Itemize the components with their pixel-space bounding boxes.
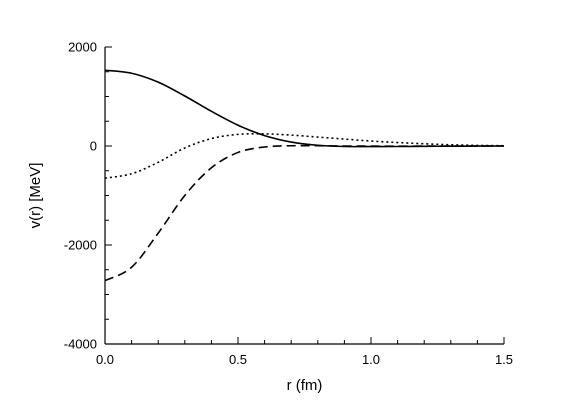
y-tick-label: 0 — [90, 139, 97, 154]
y-tick-label: -4000 — [64, 337, 97, 352]
y-tick-label: 2000 — [68, 40, 97, 55]
series-line-dashed — [104, 144, 505, 282]
y-axis-label: v(r) [MeV] — [27, 163, 44, 229]
axes: -4000 -2000 0 2000 0.0 0.5 1.0 1.5 — [64, 40, 513, 368]
y-tick-label: -2000 — [64, 238, 97, 253]
x-axis-label: r (fm) — [287, 377, 323, 394]
x-tick-label: 0.0 — [96, 352, 114, 367]
x-tick-label: 0.5 — [229, 352, 247, 367]
series-line-solid — [104, 69, 505, 148]
x-tick-label: 1.0 — [362, 352, 380, 367]
series-group — [104, 69, 505, 282]
series-line-dotted — [104, 132, 505, 179]
x-tick-label: 1.5 — [495, 352, 513, 367]
